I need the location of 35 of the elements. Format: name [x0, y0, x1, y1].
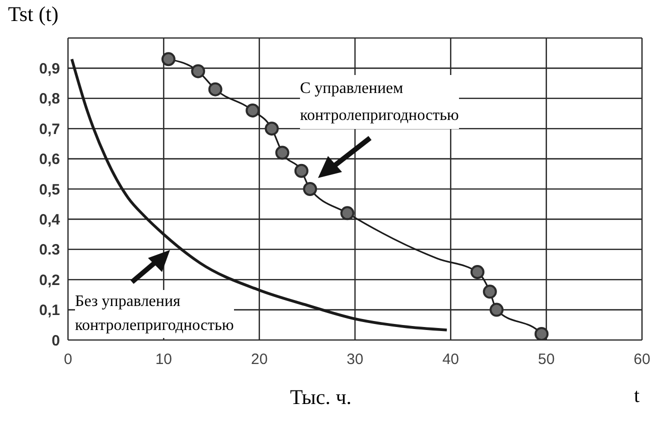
point [161, 52, 176, 66]
point [303, 182, 318, 196]
point [294, 164, 308, 178]
point [191, 64, 206, 78]
y-tick-label: 0,8 [39, 90, 60, 108]
point [482, 284, 497, 299]
point [246, 103, 260, 118]
point [490, 302, 504, 317]
x-tick-label: 30 [346, 351, 364, 368]
annotation: Без управления контролепригодностью [75, 290, 234, 338]
y-axis-title: Tst (t) [8, 2, 58, 27]
x-tick-label: 50 [538, 351, 555, 368]
point [534, 326, 549, 340]
y-tick-label: 0,5 [39, 181, 60, 198]
y-tick-label: 0,7 [39, 120, 60, 138]
point [470, 265, 484, 280]
y-tick-label: 0,6 [39, 151, 60, 168]
x-axis-title: Тыс. ч. [290, 385, 352, 410]
y-tick-label: 0,9 [39, 60, 60, 78]
x-tick-label: 60 [634, 351, 650, 368]
x-tick-label: 10 [155, 351, 172, 368]
annotation: С управлением контролепригодностью [300, 75, 459, 129]
x-tick-label: 0 [64, 351, 72, 368]
y-tick-label: 0,4 [39, 212, 61, 229]
point [275, 146, 290, 160]
point [264, 122, 279, 136]
y-tick-label: 0 [52, 332, 60, 350]
text: t [634, 385, 640, 408]
y-tick-label: 0,2 [39, 272, 60, 289]
y-tick-label: 0.3 [39, 242, 60, 259]
y-tick-label: 0,1 [39, 302, 60, 320]
point [340, 206, 354, 220]
x-tick-label: 40 [442, 351, 460, 368]
point [208, 82, 222, 96]
x-tick-label: 20 [250, 351, 268, 368]
